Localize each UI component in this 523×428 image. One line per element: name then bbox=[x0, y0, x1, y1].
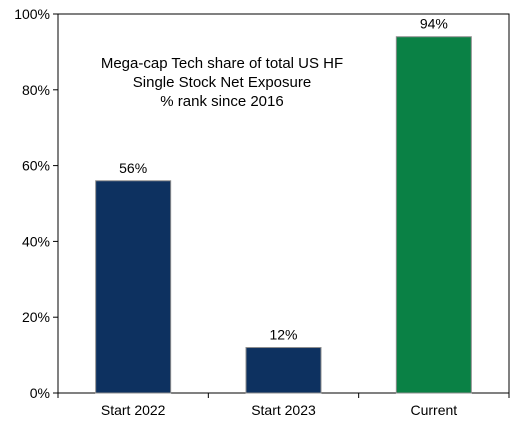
bar-current bbox=[395, 36, 472, 394]
data-label: 12% bbox=[269, 327, 297, 343]
chart-title: Mega-cap Tech share of total US HF Singl… bbox=[101, 55, 343, 110]
axes: 0% 20% 40% 60% 80% 100% Start 2022 Start 2023 Cu… bbox=[14, 6, 510, 418]
y-tick-label: 100% bbox=[14, 6, 50, 22]
y-tick-label: 40% bbox=[22, 233, 50, 249]
bar-start-2023 bbox=[245, 347, 322, 394]
y-tick-label: 80% bbox=[22, 82, 50, 98]
data-labels: 56% 12% 94% bbox=[119, 16, 448, 343]
bar-start-2022 bbox=[95, 180, 172, 394]
data-label: 94% bbox=[420, 16, 448, 32]
x-tick-label: Start 2022 bbox=[101, 402, 166, 418]
x-tick-label: Start 2023 bbox=[251, 402, 316, 418]
x-tick-label: Current bbox=[410, 402, 457, 418]
data-label: 56% bbox=[119, 160, 147, 176]
chart-title-line-3: % rank since 2016 bbox=[160, 93, 283, 110]
y-tick-label: 0% bbox=[30, 385, 50, 401]
y-tick-label: 60% bbox=[22, 158, 50, 174]
chart-title-line-2: Single Stock Net Exposure bbox=[133, 74, 311, 91]
chart-title-line-1: Mega-cap Tech share of total US HF bbox=[101, 55, 343, 72]
bars bbox=[95, 36, 472, 394]
y-tick-label: 20% bbox=[22, 309, 50, 325]
